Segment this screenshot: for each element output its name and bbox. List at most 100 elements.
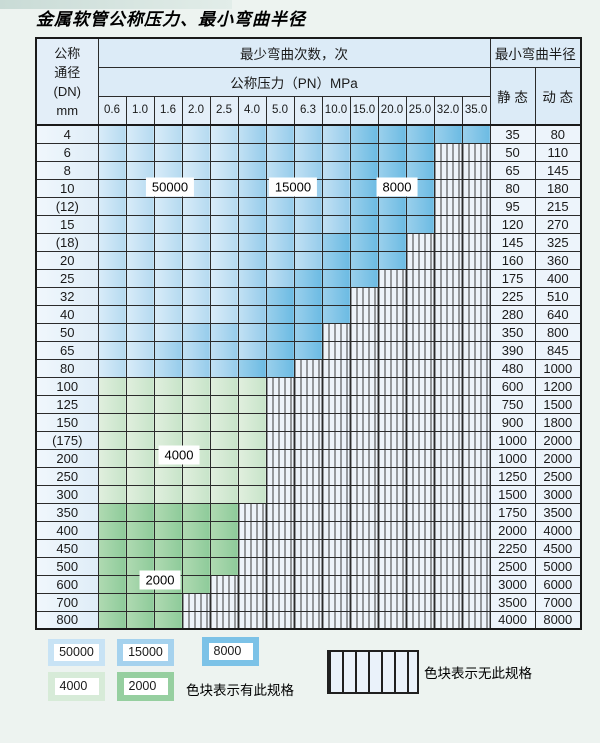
pressure-col-10.0: 10.0	[321, 95, 351, 126]
dn-row-450: 450 2250 4500	[35, 538, 582, 558]
cell-cycles-4000	[209, 466, 239, 486]
cell-no-spec	[405, 394, 435, 414]
cell-cycles-50000	[97, 214, 127, 234]
cell-no-spec	[293, 394, 323, 414]
cell-cycles-2000	[181, 574, 211, 594]
dn-value: (18)	[35, 232, 99, 252]
cell-cycles-8000	[293, 268, 323, 288]
cell-no-spec	[321, 430, 351, 450]
cell-cycles-4000	[125, 430, 155, 450]
dynamic-radius-value: 8000	[534, 610, 582, 630]
cell-cycles-8000	[349, 214, 379, 234]
cell-cycles-15000	[237, 214, 267, 234]
cell-no-spec	[377, 340, 407, 360]
cell-cycles-50000	[209, 142, 239, 162]
cell-cycles-15000	[265, 214, 295, 234]
static-radius-value: 1000	[489, 448, 536, 468]
cell-no-spec	[265, 394, 295, 414]
dynamic-radius-value: 1000	[534, 358, 582, 378]
cell-cycles-15000	[293, 160, 323, 180]
cell-no-spec	[377, 502, 407, 522]
cell-cycles-8000	[377, 124, 407, 144]
dn-row-6: 6 50 110	[35, 142, 582, 162]
cell-no-spec	[321, 376, 351, 396]
cell-cycles-50000	[97, 178, 127, 198]
cell-no-spec	[377, 322, 407, 342]
cell-no-spec	[405, 430, 435, 450]
cell-cycles-8000	[405, 196, 435, 216]
cell-no-spec	[349, 520, 379, 540]
pressure-col-2.5: 2.5	[209, 95, 239, 126]
legend-swatch-label: 2000	[123, 678, 168, 695]
dn-value: 400	[35, 520, 99, 540]
cell-cycles-4000	[237, 448, 267, 468]
dn-value: 200	[35, 448, 99, 468]
cell-cycles-8000	[265, 340, 295, 360]
dn-row-400: 400 2000 4000	[35, 520, 582, 540]
cell-no-spec	[405, 322, 435, 342]
dn-value: 300	[35, 484, 99, 504]
cell-cycles-2000	[97, 502, 127, 522]
cell-cycles-15000	[181, 322, 211, 342]
cell-cycles-8000	[377, 196, 407, 216]
dn-row-25: 25 175 400	[35, 268, 582, 288]
cell-cycles-4000	[153, 394, 183, 414]
static-radius-value: 1000	[489, 430, 536, 450]
dynamic-radius-value: 4500	[534, 538, 582, 558]
cell-no-spec	[405, 502, 435, 522]
cell-cycles-15000	[237, 322, 267, 342]
dn-row-300: 300 1500 3000	[35, 484, 582, 504]
cell-cycles-2000	[209, 556, 239, 576]
cell-cycles-4000	[237, 412, 267, 432]
cell-no-spec	[321, 322, 351, 342]
cell-cycles-4000	[209, 394, 239, 414]
cell-no-spec	[377, 538, 407, 558]
cell-no-spec	[377, 592, 407, 612]
cell-cycles-2000	[153, 592, 183, 612]
cell-cycles-15000	[265, 142, 295, 162]
static-radius-value: 175	[489, 268, 536, 288]
dn-row-350: 350 1750 3500	[35, 502, 582, 522]
dynamic-radius-value: 80	[534, 124, 582, 144]
cell-cycles-2000	[181, 502, 211, 522]
dynamic-radius-value: 2000	[534, 448, 582, 468]
cell-no-spec	[461, 268, 491, 288]
cell-cycles-50000	[181, 214, 211, 234]
static-radius-value: 350	[489, 322, 536, 342]
cell-cycles-50000	[153, 304, 183, 324]
cell-no-spec	[265, 430, 295, 450]
table-header: 公称 通径 (DN) mm 最少弯曲次数，次 最小弯曲半径 公称压力（PN）MP…	[35, 37, 582, 126]
cell-cycles-50000	[97, 232, 127, 252]
cell-cycles-8000	[349, 142, 379, 162]
cell-no-spec	[461, 142, 491, 162]
cell-cycles-4000	[125, 466, 155, 486]
cell-cycles-8000	[377, 232, 407, 252]
cell-no-spec	[349, 376, 379, 396]
cell-no-spec	[405, 466, 435, 486]
cell-no-spec	[321, 448, 351, 468]
cell-cycles-50000	[181, 268, 211, 288]
cell-cycles-50000	[97, 340, 127, 360]
cell-cycles-8000	[321, 268, 351, 288]
static-radius-value: 35	[489, 124, 536, 144]
cell-cycles-8000	[293, 304, 323, 324]
cell-no-spec	[461, 556, 491, 576]
dn-row-65: 65 390 845	[35, 340, 582, 360]
cell-no-spec	[293, 448, 323, 468]
cell-cycles-8000	[349, 160, 379, 180]
cell-no-spec	[321, 592, 351, 612]
cell-cycles-50000	[209, 178, 239, 198]
cell-no-spec	[349, 322, 379, 342]
dn-row-150: 150 900 1800	[35, 412, 582, 432]
cell-cycles-4000	[125, 376, 155, 396]
cell-no-spec	[349, 574, 379, 594]
cell-no-spec	[265, 484, 295, 504]
cell-no-spec	[237, 538, 267, 558]
cell-no-spec	[349, 304, 379, 324]
cell-no-spec	[461, 358, 491, 378]
cell-no-spec	[461, 448, 491, 468]
cell-no-spec	[377, 358, 407, 378]
cell-no-spec	[321, 520, 351, 540]
dn-value: 100	[35, 376, 99, 396]
cell-no-spec	[461, 412, 491, 432]
